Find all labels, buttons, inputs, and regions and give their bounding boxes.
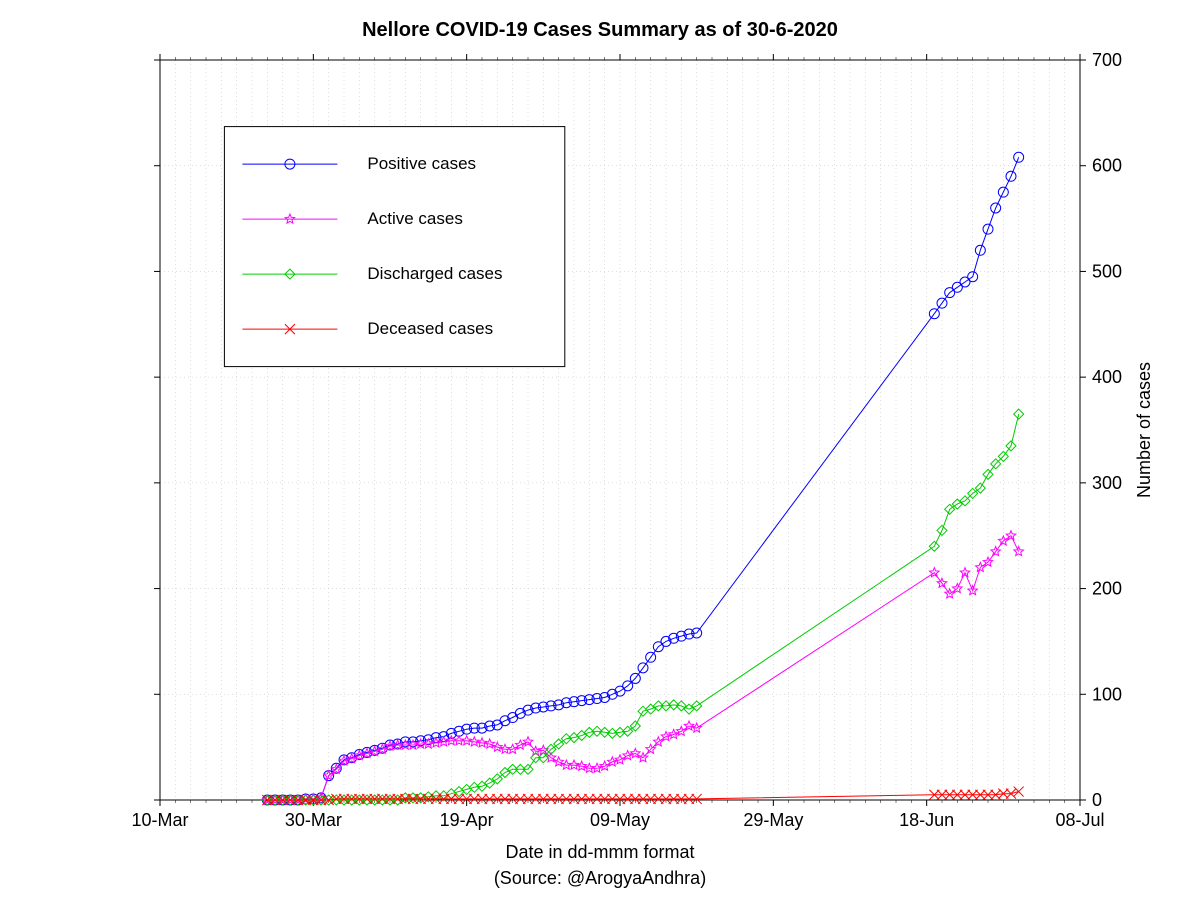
legend: Positive cases Active cases Discharged cas… (224, 127, 564, 367)
x-tick-label: 18-Jun (899, 810, 954, 830)
x-tick-label: 09-May (590, 810, 650, 830)
y-axis-label: Number of cases (1134, 362, 1154, 498)
legend-label-deceased: Deceased cases (367, 319, 493, 338)
y-tick-label: 100 (1092, 684, 1122, 704)
y-tick-label: 0 (1092, 790, 1102, 810)
legend-label-active: Active cases (367, 209, 462, 228)
covid-cases-chart: Nellore COVID-19 Cases Summary as of 30-… (0, 0, 1200, 900)
y-tick-label: 500 (1092, 261, 1122, 281)
x-tick-label: 10-Mar (131, 810, 188, 830)
y-tick-label: 700 (1092, 50, 1122, 70)
chart-title: Nellore COVID-19 Cases Summary as of 30-… (362, 19, 838, 41)
x-tick-label: 30-Mar (285, 810, 342, 830)
x-axis-label: Date in dd-mmm format (505, 842, 694, 862)
x-tick-label: 29-May (743, 810, 803, 830)
y-tick-label: 600 (1092, 156, 1122, 176)
legend-label-discharged: Discharged cases (367, 264, 502, 283)
legend-label-positive: Positive cases (367, 154, 476, 173)
x-axis-source: (Source: @ArogyaAndhra) (494, 868, 706, 888)
x-tick-label: 19-Apr (440, 810, 494, 830)
y-tick-label: 300 (1092, 473, 1122, 493)
x-tick-label: 08-Jul (1055, 810, 1104, 830)
y-tick-label: 200 (1092, 579, 1122, 599)
y-tick-label: 400 (1092, 367, 1122, 387)
